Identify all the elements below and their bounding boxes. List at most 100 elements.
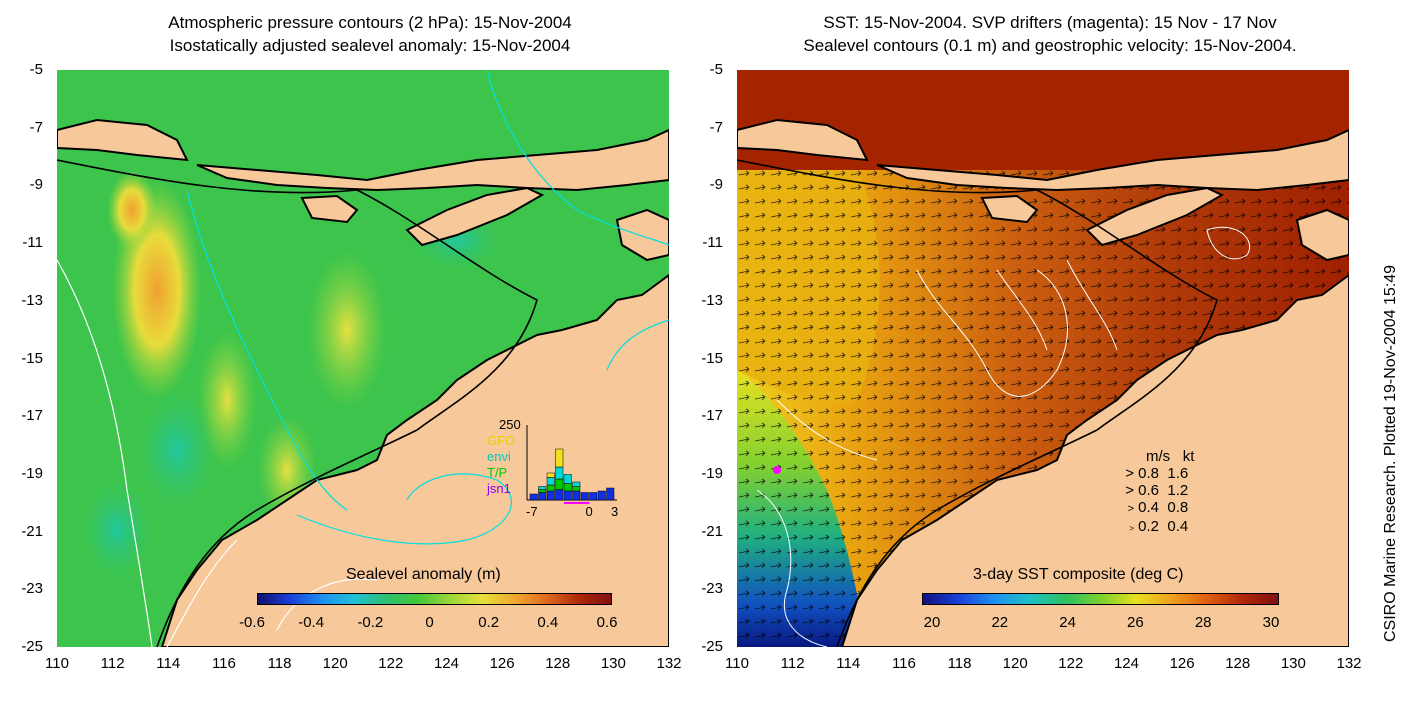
land-java: [57, 118, 189, 162]
lon-tick-label: 124: [1113, 655, 1139, 672]
velocity-ms-value: 0.6: [1138, 482, 1160, 499]
anomaly-teal-2: [137, 390, 217, 510]
lat-tick-label: -13: [21, 291, 43, 309]
pressure-contour-white-1: [57, 259, 153, 647]
lon-tick-label: 126: [1169, 655, 1195, 672]
left-title-line2: Isostatically adjusted sealevel anomaly:…: [169, 36, 571, 55]
lat-tick-label: -17: [21, 407, 43, 425]
inset-x-tick-label: 0: [586, 504, 593, 519]
inset-bar-segment: [546, 477, 555, 486]
pressure-contour-white-3: [276, 578, 378, 631]
land-timor: [405, 186, 545, 247]
lon-tick-label: 118: [267, 655, 292, 672]
arrow-0-4-icon: >: [1127, 503, 1134, 515]
sealevel-contour-4: [776, 399, 878, 461]
land-timor-right: [1085, 186, 1225, 247]
inset-legend-item: envi: [487, 449, 511, 464]
colorbar-tick-label: -0.2: [357, 614, 384, 631]
inset-bar-segment: [555, 478, 564, 490]
lat-tick-label: -21: [701, 522, 723, 540]
right-colorbar-label: 3-day SST composite (deg C): [973, 566, 1184, 583]
land-nusa-tenggara-right: [876, 128, 1349, 192]
lon-tick-label: 120: [322, 655, 348, 672]
velocity-legend-row: > 0.2 0.4: [1110, 518, 1194, 537]
sealevel-contour-3: [756, 489, 828, 647]
land-nusa-tenggara: [196, 128, 669, 192]
lat-tick-label: -23: [701, 580, 723, 598]
inset-bar-segment: [529, 493, 538, 501]
lon-tick-label: 118: [947, 655, 972, 672]
land-australia-right: [840, 273, 1349, 647]
shelf-line: [57, 159, 538, 647]
colorbar-tick-label: 20: [923, 614, 941, 631]
inset-bar-segment: [572, 490, 581, 501]
velocity-legend: m/s kt > 0.8 1.6 > 0.6 1.2 > 0.4 0.8 > 0…: [1110, 448, 1194, 537]
lat-tick-label: -25: [701, 638, 723, 655]
inset-ymax-label: 250: [499, 417, 521, 432]
lon-tick-label: 112: [100, 655, 125, 672]
lat-tick-label: -25: [21, 638, 43, 655]
inset-x-tick-label: -7: [526, 504, 538, 519]
velocity-legend-row: > 0.8 1.6: [1110, 465, 1194, 482]
inset-bar-segment: [572, 481, 581, 487]
inset-bar-segment: [555, 489, 564, 501]
credit-text: CSIRO Marine Research. Plotted 19-Nov-20…: [1382, 264, 1399, 642]
lon-tick-label: 126: [489, 655, 515, 672]
land-tanimbar-right: [1295, 208, 1349, 262]
velocity-legend-row: > 0.4 0.8: [1110, 499, 1194, 518]
lat-tick-label: -7: [709, 118, 723, 136]
colorbar-tick-label: 0.4: [537, 614, 559, 631]
lat-tick-label: -17: [701, 407, 723, 425]
anomaly-high-2: [107, 170, 157, 250]
lon-tick-label: 122: [378, 655, 404, 672]
sealevel-contour-5: [1206, 226, 1250, 260]
inset-bar-segment: [546, 472, 555, 478]
velocity-header-kt: kt: [1182, 448, 1195, 465]
land-tanimbar: [615, 208, 669, 262]
arrow-0-6-icon: >: [1125, 482, 1134, 499]
velocity-legend-row: > 0.6 1.2: [1110, 482, 1194, 499]
colorbar-tick-label: -0.6: [239, 614, 265, 631]
lon-tick-label: 130: [600, 655, 626, 672]
lon-tick-label: 114: [156, 655, 181, 672]
colorbar-tick-label: 24: [1059, 614, 1076, 631]
pressure-contour-cyan-1: [486, 70, 669, 246]
lon-tick-label: 120: [1002, 655, 1028, 672]
land-australia: [160, 273, 669, 647]
inset-bar-segment: [538, 489, 547, 493]
arrow-0-2-icon: >: [1129, 524, 1134, 533]
inset-bar-segment: [546, 490, 555, 501]
inset-bar-segment: [555, 466, 564, 480]
sealevel-contour-2: [996, 259, 1118, 351]
inset-bar-segment: [597, 490, 606, 501]
lat-tick-label: -21: [21, 522, 43, 540]
colorbar-tick-label: 28: [1194, 614, 1212, 631]
colorbar-tick-label: 22: [991, 614, 1009, 631]
lon-tick-label: 132: [1336, 655, 1362, 672]
svp-drifter: [773, 466, 781, 474]
inset-bar-segment: [563, 483, 572, 492]
inset-legend-item: jsn1: [486, 481, 511, 496]
inset-bar-segment: [555, 448, 564, 468]
inset-bar-segment: [606, 487, 615, 501]
lat-tick-label: -13: [701, 291, 723, 309]
pressure-contour-cyan-4: [606, 319, 669, 371]
velocity-kt-value: 0.8: [1167, 499, 1189, 516]
velocity-kt-value: 1.2: [1167, 482, 1189, 499]
lat-tick-label: -5: [29, 61, 43, 78]
velocity-ms-value: 0.2: [1138, 518, 1160, 535]
right-title-line1: SST: 15-Nov-2004. SVP drifters (magenta)…: [823, 13, 1277, 32]
right-colorbar: [922, 593, 1279, 605]
left-colorbar-label: Sealevel anomaly (m): [346, 566, 501, 583]
inset-legend-item: GFO: [487, 433, 515, 448]
colorbar-tick-label: 26: [1127, 614, 1144, 631]
colorbar-tick-label: 0.6: [596, 614, 618, 631]
inset-x-tick-label: 3: [611, 504, 618, 519]
lon-tick-label: 132: [656, 655, 682, 672]
land-java-right: [737, 118, 869, 162]
colorbar-tick-label: 0: [425, 614, 434, 631]
pressure-contour-cyan-2: [186, 189, 348, 511]
inset-bar-segment: [538, 486, 547, 490]
lon-tick-label: 122: [1058, 655, 1084, 672]
